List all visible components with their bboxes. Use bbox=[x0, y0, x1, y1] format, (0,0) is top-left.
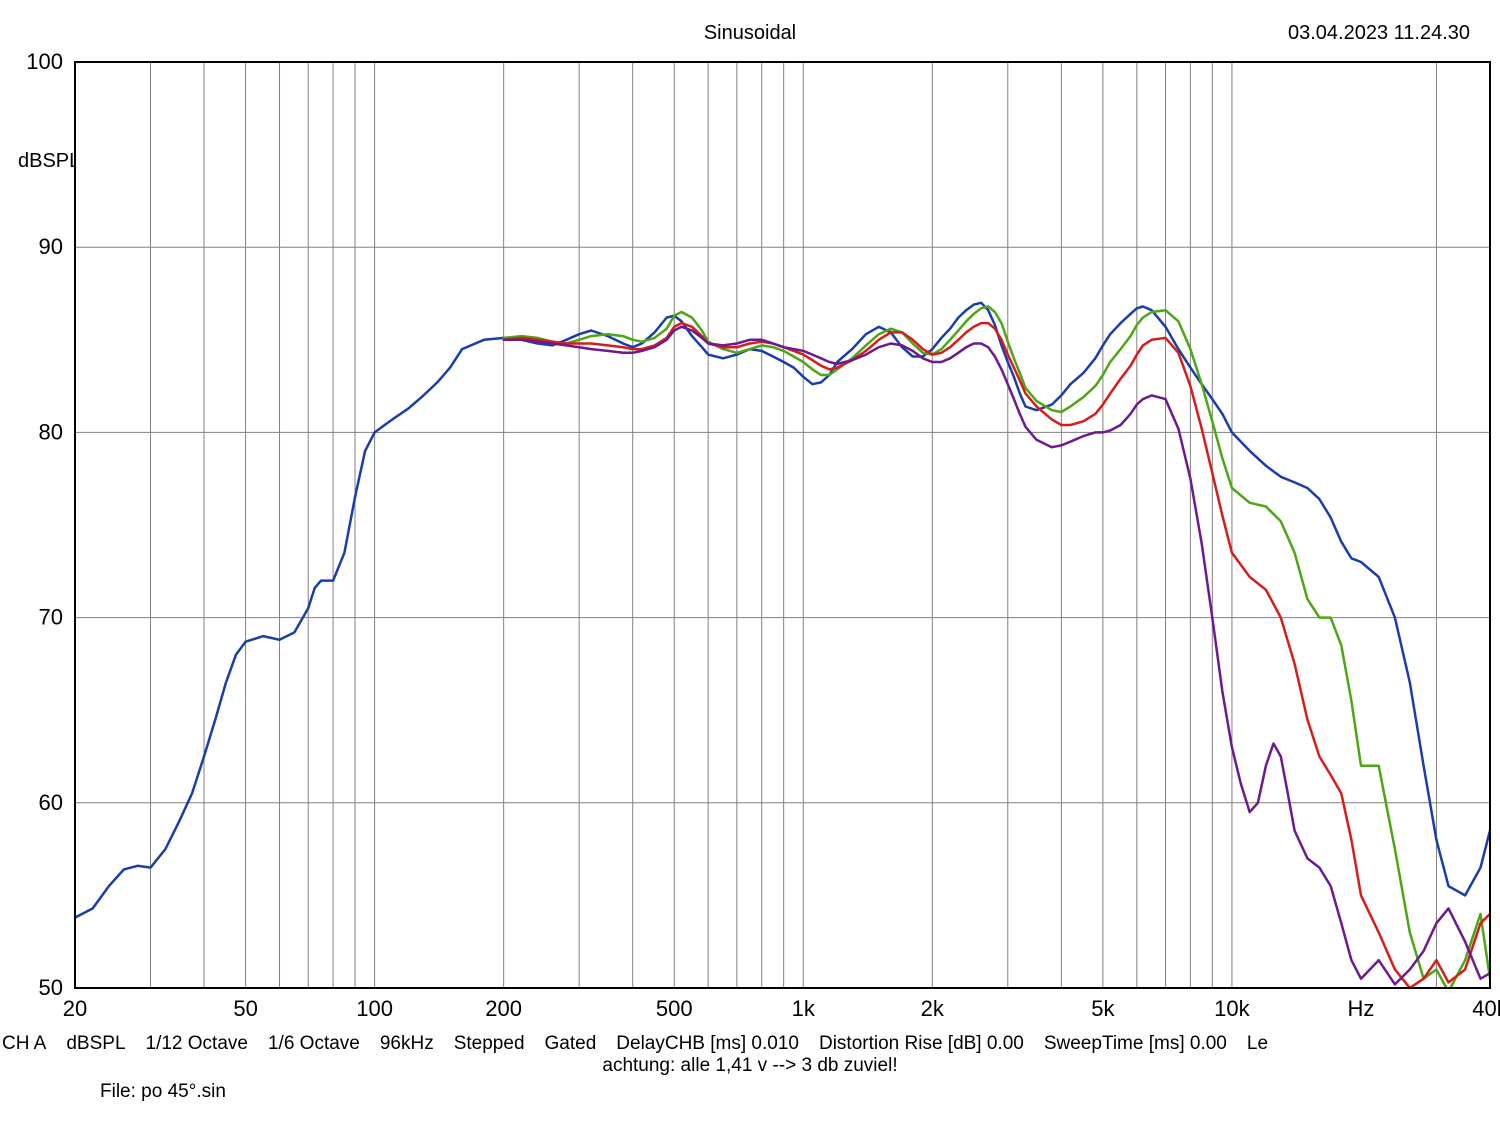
svg-text:100: 100 bbox=[26, 49, 63, 74]
status-window: Gated bbox=[545, 1033, 597, 1055]
status-distortion-rise: Distortion Rise [dB] 0.00 bbox=[819, 1033, 1024, 1055]
svg-text:500: 500 bbox=[656, 996, 693, 1021]
svg-text:70: 70 bbox=[39, 605, 63, 630]
svg-text:Hz: Hz bbox=[1348, 996, 1375, 1021]
svg-text:40k: 40k bbox=[1472, 996, 1500, 1021]
frequency-response-chart: 506070809010020501002005001k2k5k10k40kHz bbox=[0, 0, 1500, 1121]
status-channel: CH A bbox=[2, 1033, 46, 1055]
svg-text:20: 20 bbox=[63, 996, 87, 1021]
svg-text:10k: 10k bbox=[1214, 996, 1250, 1021]
svg-text:1k: 1k bbox=[792, 996, 816, 1021]
svg-text:2k: 2k bbox=[921, 996, 945, 1021]
status-truncated: Le bbox=[1247, 1033, 1268, 1055]
status-smoothing-a: 1/12 Octave bbox=[146, 1033, 248, 1055]
footer-note: achtung: alle 1,41 v --> 3 db zuviel! bbox=[0, 1055, 1500, 1077]
file-name: File: po 45°.sin bbox=[100, 1081, 226, 1103]
status-sample-rate: 96kHz bbox=[380, 1033, 434, 1055]
status-sweep-time: SweepTime [ms] 0.00 bbox=[1044, 1033, 1227, 1055]
status-bar: CH A dBSPL 1/12 Octave 1/6 Octave 96kHz … bbox=[0, 1033, 1500, 1055]
svg-text:200: 200 bbox=[485, 996, 522, 1021]
svg-text:50: 50 bbox=[39, 975, 63, 1000]
svg-text:90: 90 bbox=[39, 234, 63, 259]
svg-text:5k: 5k bbox=[1091, 996, 1115, 1021]
status-smoothing-b: 1/6 Octave bbox=[268, 1033, 360, 1055]
status-unit: dBSPL bbox=[66, 1033, 125, 1055]
svg-text:80: 80 bbox=[39, 419, 63, 444]
svg-text:60: 60 bbox=[39, 790, 63, 815]
svg-text:100: 100 bbox=[356, 996, 393, 1021]
svg-text:50: 50 bbox=[233, 996, 257, 1021]
status-delay-chb: DelayCHB [ms] 0.010 bbox=[616, 1033, 799, 1055]
status-sweep-mode: Stepped bbox=[454, 1033, 525, 1055]
